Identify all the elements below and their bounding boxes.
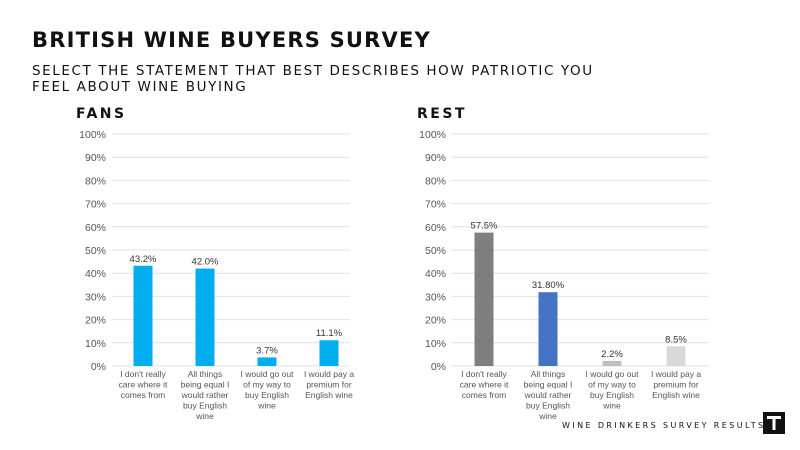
bar (666, 346, 686, 366)
hammer-icon (763, 412, 785, 434)
page-subtitle: SELECT THE STATEMENT THAT BEST DESCRIBES… (32, 63, 594, 95)
y-tick-label: 0% (431, 361, 446, 373)
data-label: 42.0% (192, 257, 219, 268)
y-tick-label: 50% (85, 245, 106, 257)
chart-title: REST (417, 106, 467, 122)
bar (319, 340, 339, 366)
y-tick-label: 70% (425, 199, 446, 211)
footer-text: WINE DRINKERS SURVEY RESULTS (562, 421, 766, 430)
y-tick-label: 10% (85, 338, 106, 350)
data-label: 3.7% (256, 345, 278, 356)
data-label: 11.1% (316, 328, 343, 339)
category-label: I don't really care where it comes from (460, 369, 509, 400)
y-tick-label: 30% (425, 291, 446, 303)
data-label: 2.2% (601, 349, 623, 360)
y-tick-label: 20% (425, 315, 446, 327)
page-title: BRITISH WINE BUYERS SURVEY (32, 28, 431, 52)
bar (602, 360, 622, 366)
y-tick-label: 80% (425, 175, 446, 187)
y-tick-label: 10% (425, 338, 446, 350)
y-tick-label: 80% (85, 175, 106, 187)
y-tick-label: 60% (425, 222, 446, 234)
y-tick-label: 20% (85, 315, 106, 327)
bar (474, 232, 494, 366)
y-tick-label: 90% (425, 152, 446, 164)
y-tick-label: 100% (419, 129, 446, 141)
y-tick-label: 90% (85, 152, 106, 164)
y-tick-label: 50% (425, 245, 446, 257)
category-label: I would pay a premium for English wine (651, 369, 701, 400)
chart-title: FANS (76, 106, 127, 122)
bar (257, 357, 277, 366)
y-tick-label: 0% (91, 361, 106, 373)
category-label: I would go out of my way to buy English win… (586, 369, 640, 411)
y-tick-label: 30% (85, 291, 106, 303)
rest-chart: REST 0% 10% 20% 30% 40% 50% 60% 70% 80% 90% 100% 57.… (417, 106, 708, 421)
data-label: 57.5% (471, 221, 498, 232)
y-tick-label: 70% (85, 199, 106, 211)
category-label: I don't really care where it comes from (119, 369, 168, 400)
y-tick-label: 100% (79, 129, 106, 141)
category-label: I would pay a premium for English wine (304, 369, 354, 400)
data-label: 43.2% (130, 254, 157, 265)
fans-chart: FANS 0% 10% 20% 30% 40% 50% 60% 70% 80% 90% 100% 43.… (76, 106, 354, 421)
data-label: 8.5% (665, 334, 687, 345)
data-label: 31.80% (532, 280, 565, 291)
bar (538, 292, 558, 366)
y-tick-label: 40% (85, 268, 106, 280)
bar (133, 265, 153, 366)
bar (195, 268, 215, 366)
y-tick-label: 40% (425, 268, 446, 280)
category-label: I would go out of my way to buy English win… (241, 369, 295, 411)
y-tick-label: 60% (85, 222, 106, 234)
